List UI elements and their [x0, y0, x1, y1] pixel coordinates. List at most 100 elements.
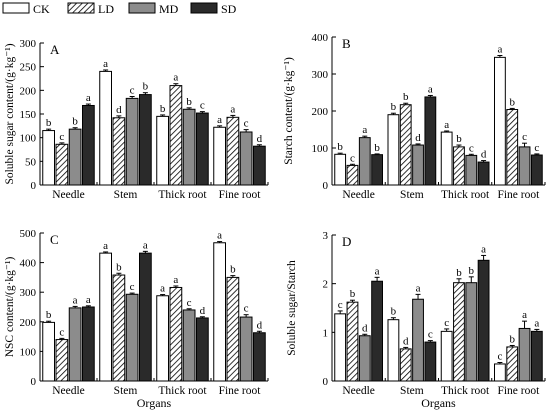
legend-swatch [2, 2, 30, 14]
bar-sd [139, 94, 152, 186]
x-tick-label: Thick root [158, 189, 207, 201]
bar-md [465, 154, 478, 186]
bar-ck [494, 363, 506, 382]
x-tick-label: Thick root [441, 189, 490, 201]
bar-sd [530, 154, 543, 186]
significance-letter: a [103, 58, 108, 70]
significance-letter: a [173, 274, 178, 286]
x-tick-label: Fine root [497, 189, 540, 201]
significance-letter: c [130, 84, 135, 96]
bar-md [182, 309, 196, 382]
bar-sd [371, 154, 383, 186]
significance-letter: b [46, 309, 52, 321]
significance-letter: b [469, 265, 475, 277]
significance-letter: b [337, 141, 343, 153]
bar-ld [346, 301, 359, 382]
significance-letter: d [200, 305, 206, 317]
significance-letter: d [403, 335, 409, 347]
significance-letter: d [415, 132, 421, 144]
x-tick-label: Needle [342, 189, 375, 201]
bar-sd [371, 280, 383, 382]
significance-letter: a [217, 114, 222, 126]
bar-ld [399, 348, 412, 382]
significance-letter: d [481, 149, 487, 161]
bar-ld [169, 85, 183, 186]
significance-letter: c [350, 152, 355, 164]
y-tick-label: 300 [20, 287, 37, 299]
significance-letter: c [338, 299, 343, 311]
y-tick-label: 100 [20, 346, 37, 358]
bar-ck [213, 242, 226, 382]
bar-sd [477, 161, 490, 186]
bar-ld [226, 116, 240, 186]
y-tick-label: 100 [20, 133, 37, 145]
bar-ck [440, 330, 453, 382]
bar-sd [82, 104, 95, 186]
significance-letter: a [103, 240, 108, 252]
x-tick-label: Fine root [497, 385, 540, 397]
bar-sd [139, 252, 152, 382]
bar-md [68, 128, 82, 186]
bar-ck [99, 252, 112, 382]
y-tick-label: 200 [312, 106, 329, 118]
significance-letter: c [59, 326, 64, 338]
significance-letter: d [257, 133, 263, 145]
significance-letter: c [187, 297, 192, 309]
panel-c: 0 100 200 300 400 500 C NSC content/(g·kg⁻¹) Nee… [4, 228, 269, 410]
bar-md [465, 282, 478, 382]
significance-letter: b [116, 261, 122, 273]
bar-sd [424, 96, 437, 186]
significance-letter: c [534, 142, 539, 154]
significance-letter: b [72, 116, 78, 128]
significance-letter: a [481, 243, 486, 255]
y-tick-label: 500 [20, 228, 37, 240]
bar-md [125, 293, 139, 382]
x-axis-label: Organs [421, 396, 456, 410]
significance-letter: b [509, 96, 515, 108]
y-axis-label: NSC content/(g·kg⁻¹) [4, 257, 16, 358]
significance-letter: b [186, 96, 192, 108]
x-axis-label: Organs [137, 396, 172, 410]
significance-letter: c [497, 351, 502, 363]
significance-letter: a [217, 230, 222, 242]
significance-letter: b [160, 103, 166, 115]
significance-letter: b [46, 117, 52, 129]
legend-item-ck: CK [2, 2, 50, 16]
significance-letter: c [244, 118, 249, 130]
bar-md [412, 144, 424, 186]
significance-letter: b [456, 133, 462, 145]
bar-sd [530, 330, 543, 382]
bar-ck [387, 114, 400, 186]
significance-letter: a [534, 317, 539, 329]
x-tick-label: Fine root [219, 385, 262, 397]
panel-label: A [50, 42, 60, 57]
x-tick-label: Stem [114, 189, 138, 201]
significance-letter: b [374, 142, 380, 154]
bar-ld [346, 164, 359, 186]
bar-md [125, 97, 139, 186]
x-tick-label: Stem [400, 385, 424, 397]
y-tick-label: 2 [323, 279, 329, 291]
significance-letter: c [59, 131, 64, 143]
legend-label: LD [98, 2, 114, 16]
bar-ld [55, 143, 69, 186]
y-tick-label: 100 [312, 143, 329, 155]
bar-md [412, 298, 424, 382]
bar-ld [453, 146, 465, 186]
bar-md [518, 327, 531, 382]
significance-letter: b [456, 267, 462, 279]
bar-ld [399, 104, 412, 186]
y-axis-label: Soluble sugar/Starch [286, 260, 298, 356]
bar-ck [334, 313, 347, 382]
y-tick-label: 300 [312, 69, 329, 81]
y-tick-label: 200 [20, 317, 37, 329]
significance-letter: c [522, 131, 527, 143]
y-tick-label: 3 [323, 230, 329, 242]
significance-letter: a [497, 44, 502, 56]
bar-sd [477, 259, 490, 382]
bar-md [68, 307, 82, 382]
y-tick-label: 0 [323, 180, 329, 192]
y-tick-label: 1 [323, 327, 329, 339]
